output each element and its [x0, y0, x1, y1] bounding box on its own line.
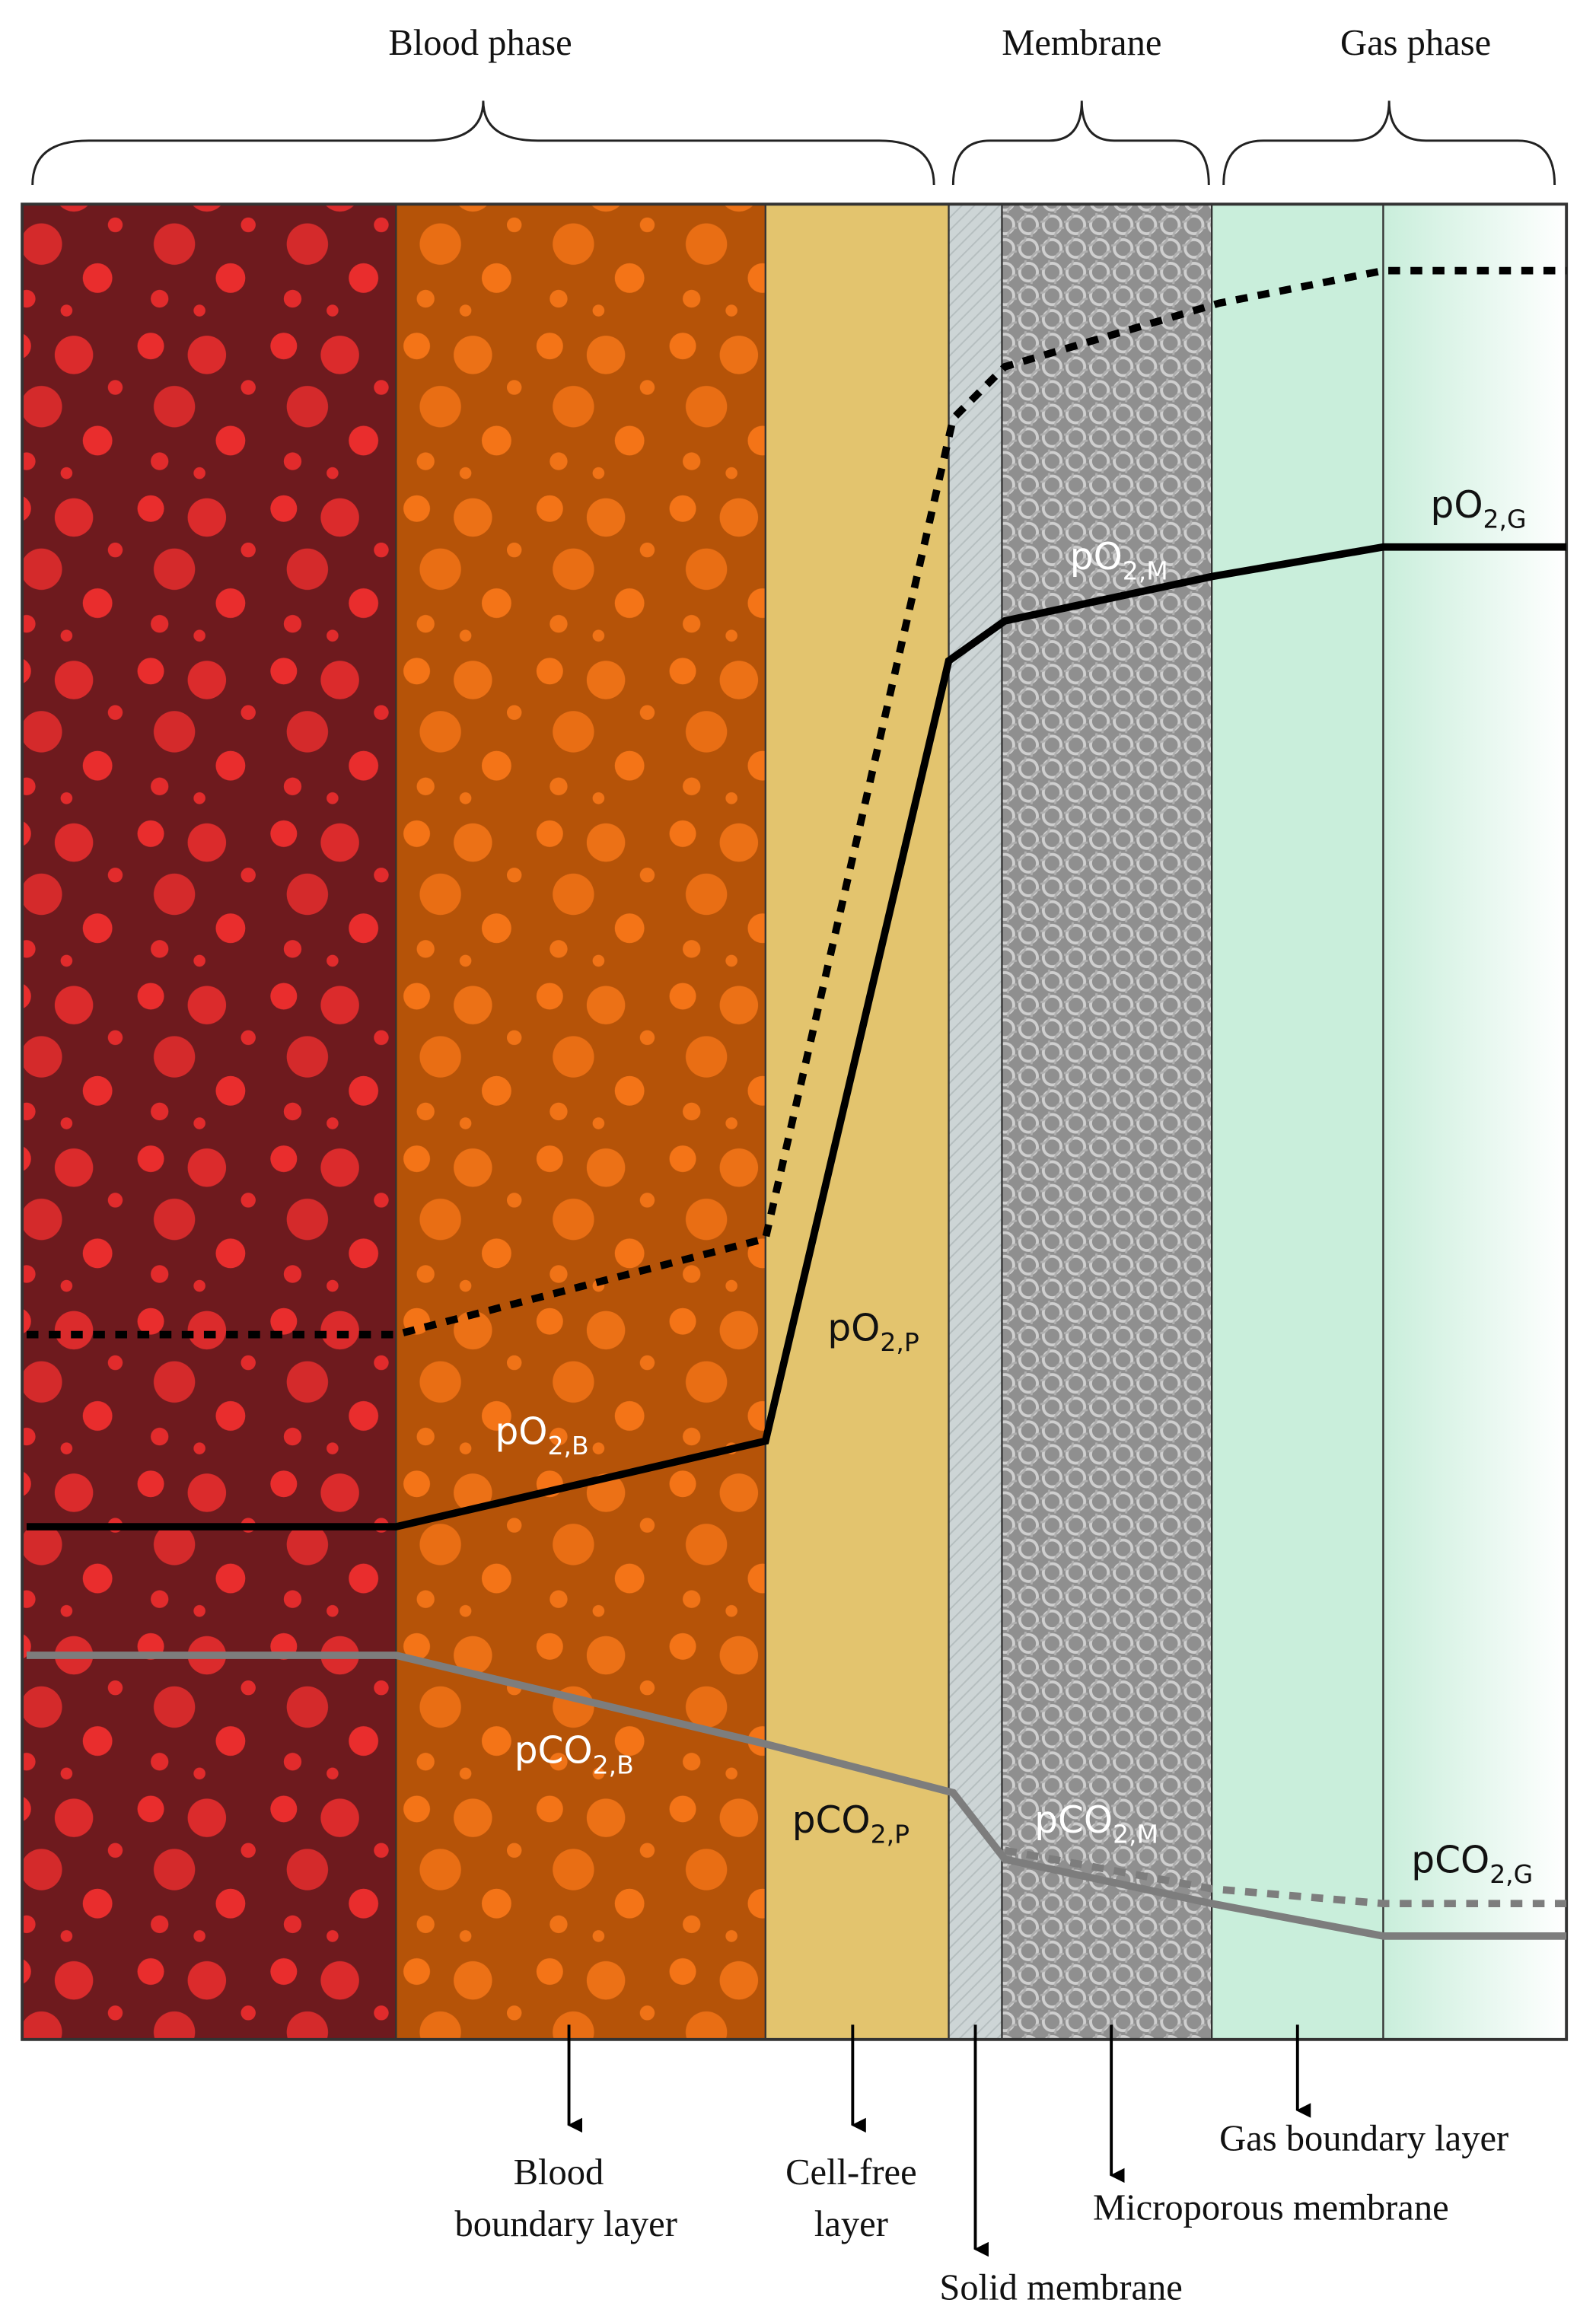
label-base: pCO	[1034, 1799, 1113, 1842]
curve-label: pCO2,B	[514, 1730, 634, 1780]
curve-label: pCO2,M	[1034, 1799, 1158, 1849]
phase-header: Blood phase	[388, 23, 572, 63]
label-base: pO	[495, 1410, 547, 1453]
layer-label: Cell-free	[785, 2152, 916, 2193]
label-subscript: 2,B	[547, 1431, 588, 1460]
layers	[21, 202, 1569, 2041]
braces	[31, 100, 1556, 186]
label-base: pO	[1431, 484, 1483, 527]
label-base: pCO	[1411, 1839, 1489, 1881]
label-subscript: 2,B	[593, 1750, 634, 1779]
label-subscript: 2,G	[1483, 504, 1527, 534]
label-base: pCO	[792, 1799, 871, 1842]
label-subscript: 2,M	[1123, 556, 1168, 585]
layer-label: boundary layer	[454, 2204, 677, 2244]
label-subscript: 2,M	[1113, 1820, 1158, 1849]
curve-label: pO2,P	[827, 1307, 919, 1357]
curve-label: pO2,M	[1070, 536, 1168, 586]
layer-label: Blood	[514, 2152, 604, 2193]
layer-label: Solid membrane	[939, 2268, 1182, 2308]
label-base: pCO	[514, 1730, 593, 1773]
label-base: pO	[1070, 536, 1123, 578]
curve-label: pCO2,G	[1411, 1839, 1533, 1889]
phase-header: Membrane	[1002, 23, 1161, 63]
label-subscript: 2,G	[1489, 1859, 1533, 1889]
layer-label: Gas boundary layer	[1219, 2118, 1508, 2158]
arrows	[567, 2024, 1311, 2257]
curve-label: pO2,G	[1431, 484, 1527, 534]
profiles	[26, 266, 1567, 1940]
layer-label: layer	[814, 2204, 888, 2244]
label-subscript: 2,P	[871, 1820, 909, 1849]
label-base: pO	[827, 1307, 880, 1349]
curve-label: pO2,B	[495, 1410, 588, 1460]
label-subscript: 2,P	[880, 1327, 919, 1357]
layer-label: Microporous membrane	[1093, 2188, 1449, 2228]
curve-label: pCO2,P	[792, 1799, 909, 1849]
phase-header: Gas phase	[1340, 23, 1491, 63]
